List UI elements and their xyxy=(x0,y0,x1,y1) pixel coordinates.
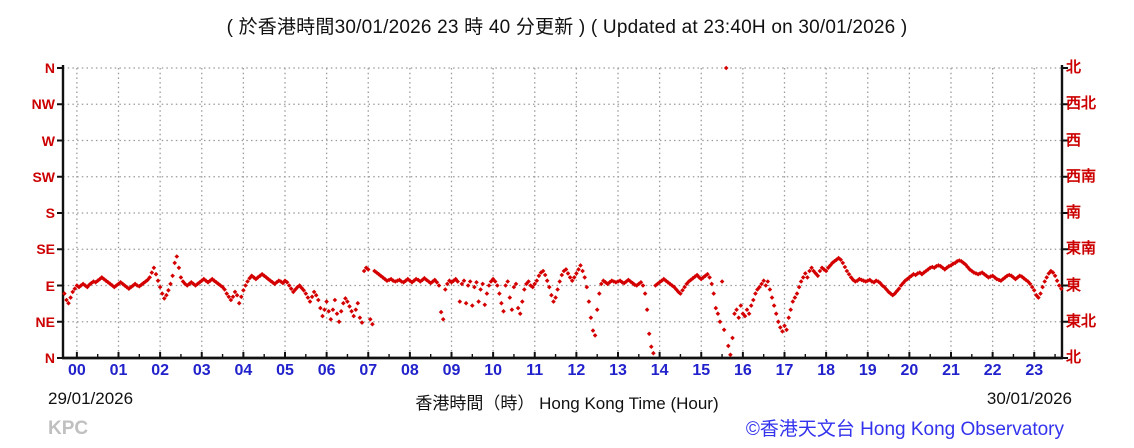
direction-label-right: 西南 xyxy=(1066,167,1097,185)
hour-tick-label: 23 xyxy=(1025,362,1044,379)
hour-tick-label: 22 xyxy=(983,362,1002,379)
hour-tick-label: 07 xyxy=(359,362,378,379)
direction-label-left: SE xyxy=(36,241,55,258)
copyright-notice: ©香港天文台 Hong Kong Observatory xyxy=(745,419,1064,440)
direction-label-left: NW xyxy=(31,96,55,113)
direction-label-right: 東南 xyxy=(1066,240,1097,258)
hour-tick-label: 12 xyxy=(567,362,586,379)
hour-tick-label: 02 xyxy=(151,362,170,379)
date-label-left: 29/01/2026 xyxy=(48,389,134,408)
hour-tick-label: 08 xyxy=(400,362,419,379)
hour-tick-label: 15 xyxy=(692,362,711,379)
hour-tick-label: 00 xyxy=(67,362,86,379)
direction-label-left: S xyxy=(45,205,55,221)
direction-label-left: SW xyxy=(32,168,55,185)
hour-tick-label: 17 xyxy=(775,362,794,379)
station-code: KPC xyxy=(48,418,89,439)
direction-label-right: 東北 xyxy=(1066,312,1097,330)
hour-tick-label: 14 xyxy=(650,362,669,379)
direction-label-left: W xyxy=(41,132,55,149)
hour-tick-label: 18 xyxy=(817,362,836,379)
wind-direction-points xyxy=(62,65,1064,358)
hour-tick-label: 05 xyxy=(276,362,294,379)
date-label-right: 30/01/2026 xyxy=(986,389,1072,408)
direction-label-left: NE xyxy=(35,313,55,330)
direction-label-right: 北 xyxy=(1066,349,1082,366)
hour-tick-label: 06 xyxy=(317,362,336,379)
direction-label-right: 西北 xyxy=(1066,95,1097,113)
direction-label-left: N xyxy=(44,350,55,366)
hour-tick-label: 16 xyxy=(733,362,752,379)
hour-tick-label: 09 xyxy=(442,362,461,379)
chart-title: ( 於香港時間30/01/2026 23 時 40 分更新 ) ( Update… xyxy=(226,17,908,38)
hour-tick-label: 20 xyxy=(900,362,919,379)
hour-tick-label: 10 xyxy=(484,362,503,379)
direction-label-right: 南 xyxy=(1066,204,1082,221)
hour-tick-label: 13 xyxy=(609,362,627,379)
x-axis-title: 香港時間（時） Hong Kong Time (Hour) xyxy=(415,394,719,413)
direction-label-right: 東 xyxy=(1066,276,1082,294)
direction-label-left: E xyxy=(45,277,55,294)
hour-tick-label: 04 xyxy=(234,362,253,379)
direction-label-left: N xyxy=(44,60,55,76)
direction-label-right: 北 xyxy=(1066,59,1082,76)
hour-tick-label: 11 xyxy=(526,362,544,379)
hour-tick-label: 19 xyxy=(858,362,877,379)
hour-tick-label: 03 xyxy=(192,362,211,379)
direction-label-right: 西 xyxy=(1066,131,1082,149)
hour-tick-label: 01 xyxy=(109,362,128,379)
hour-tick-label: 21 xyxy=(942,362,960,379)
